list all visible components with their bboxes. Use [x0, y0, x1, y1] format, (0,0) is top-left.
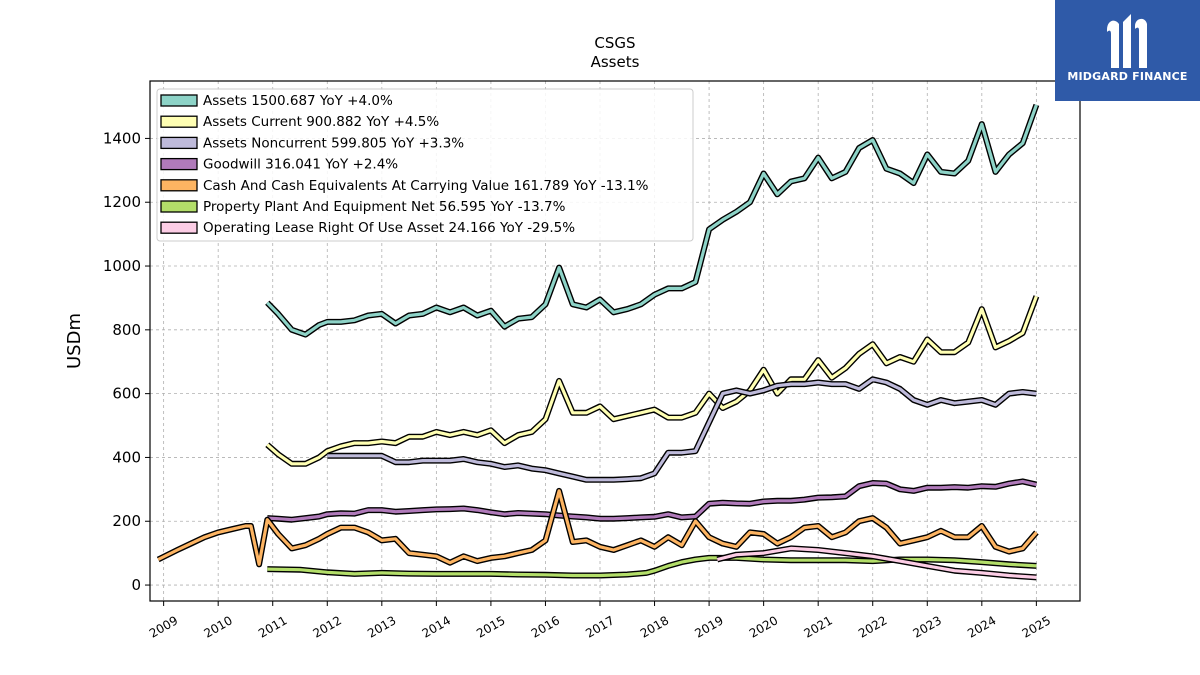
series-2: [327, 376, 1037, 483]
legend-swatch: [160, 221, 198, 234]
y-axis-label: USDm: [64, 313, 85, 369]
legend-label: Assets Current 900.882 YoY +4.5%: [203, 114, 439, 130]
y-tick-label: 400: [112, 448, 141, 466]
legend-label: Assets 1500.687 YoY +4.0%: [203, 93, 393, 109]
legend-label: Property Plant And Equipment Net 56.595 …: [203, 199, 566, 215]
y-tick-label: 1000: [103, 257, 141, 275]
legend-swatch: [160, 200, 198, 213]
y-tick-label: 1200: [103, 193, 141, 211]
brand-logo: MIDGARD FINANCE: [1055, 0, 1200, 101]
series-6: [716, 545, 1037, 581]
brand-name: MIDGARD FINANCE: [1067, 70, 1188, 83]
brand-mark-icon: [1107, 14, 1147, 68]
chart-subtitle: Assets: [591, 53, 640, 71]
series-4: [156, 487, 1039, 568]
series-1: [265, 295, 1040, 467]
y-tick-label: 200: [112, 512, 141, 530]
series-line: [716, 546, 1037, 579]
legend-swatch: [160, 179, 198, 192]
y-tick-label: 800: [112, 321, 141, 339]
series-line: [266, 104, 1038, 337]
series-line: [157, 489, 1038, 566]
y-tick-label: 600: [112, 385, 141, 403]
y-tick-label: 1400: [103, 129, 141, 147]
legend-label: Cash And Cash Equivalents At Carrying Va…: [203, 178, 649, 194]
series-layer: [156, 103, 1040, 581]
legend: Assets 1500.687 YoY +4.0% Assets Current …: [156, 88, 694, 242]
legend-label: Goodwill 316.041 YoY +2.4%: [203, 157, 398, 173]
chart-title: CSGS: [594, 34, 635, 52]
legend-swatch: [160, 157, 198, 171]
series-line: [267, 479, 1037, 522]
legend-label: Assets Noncurrent 599.805 YoY +3.3%: [203, 135, 464, 151]
plot-area-frame: [149, 80, 1081, 602]
series-line: [327, 377, 1037, 482]
legend-label: Operating Lease Right Of Use Asset 24.16…: [203, 220, 575, 236]
legend-swatch: [160, 136, 198, 150]
y-tick-label: 0: [131, 576, 141, 594]
legend-swatch: [160, 115, 198, 128]
legend-frame: [156, 88, 694, 242]
series-3: [267, 478, 1038, 523]
series-line: [266, 295, 1038, 466]
series-0: [265, 103, 1040, 338]
y-axis: 0 200 400 600 800 1000 1200 1400: [103, 129, 150, 594]
legend-swatch: [160, 94, 198, 107]
